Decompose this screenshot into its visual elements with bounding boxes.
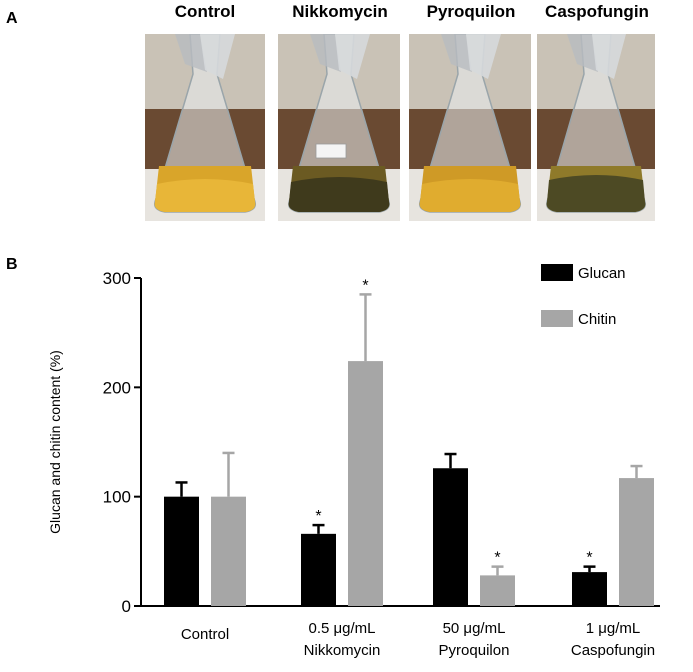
flask-photo-caspofungin (537, 34, 655, 221)
y-tick-label-200: 200 (103, 378, 131, 397)
flask-photo-nikkomycin (278, 34, 400, 221)
panel-a-label: A (6, 10, 18, 27)
panel-b-label: B (6, 256, 18, 273)
bar-glucan-2 (433, 468, 468, 606)
flask-sediment-pyroquilon (419, 179, 521, 212)
y-tick-label-0: 0 (122, 597, 131, 616)
legend-swatch-glucan (541, 264, 573, 281)
y-tick-label-300: 300 (103, 269, 131, 288)
x-tick-label-1-1: Nikkomycin (304, 642, 381, 659)
significance-chitin-1: * (362, 277, 368, 294)
x-tick-label-3-1: Caspofungin (571, 642, 655, 659)
flask-sediment-caspofungin (546, 175, 646, 212)
y-tick-label-100: 100 (103, 488, 131, 507)
significance-glucan-1: * (315, 508, 321, 525)
x-tick-label-0-0: Control (181, 626, 229, 643)
flask-label-caspofungin: Caspofungin (545, 2, 649, 21)
bar-chitin-0 (211, 496, 246, 606)
significance-glucan-3: * (586, 550, 592, 567)
flask-sediment-control (154, 179, 256, 212)
flask-label-nikkomycin: Nikkomycin (292, 2, 388, 21)
bar-chitin-3 (619, 478, 654, 606)
x-tick-label-1-0: 0.5 μg/mL (308, 620, 375, 637)
flask-label-control: Control (174, 2, 236, 21)
bar-chitin-1 (348, 361, 383, 606)
bar-glucan-3 (572, 572, 607, 606)
legend-swatch-chitin (541, 310, 573, 327)
bar-glucan-0 (164, 496, 199, 606)
bar-glucan-1 (301, 533, 336, 606)
flask-sediment-nikkomycin (288, 177, 390, 212)
x-tick-label-3-0: 1 μg/mL (586, 620, 641, 637)
flask-photo-control (145, 34, 265, 221)
x-tick-label-2-1: Pyroquilon (439, 642, 510, 659)
y-axis-label: Glucan and chitin content (%) (47, 350, 63, 534)
legend-label-chitin: Chitin (578, 311, 616, 328)
bar-chitin-2 (480, 575, 515, 606)
significance-chitin-2: * (494, 550, 500, 567)
flask-photo-pyroquilon (409, 34, 531, 221)
flask-label-pyroquilon: Pyroquilon (426, 2, 516, 21)
x-tick-label-2-0: 50 μg/mL (443, 620, 506, 637)
legend-label-glucan: Glucan (578, 265, 626, 282)
